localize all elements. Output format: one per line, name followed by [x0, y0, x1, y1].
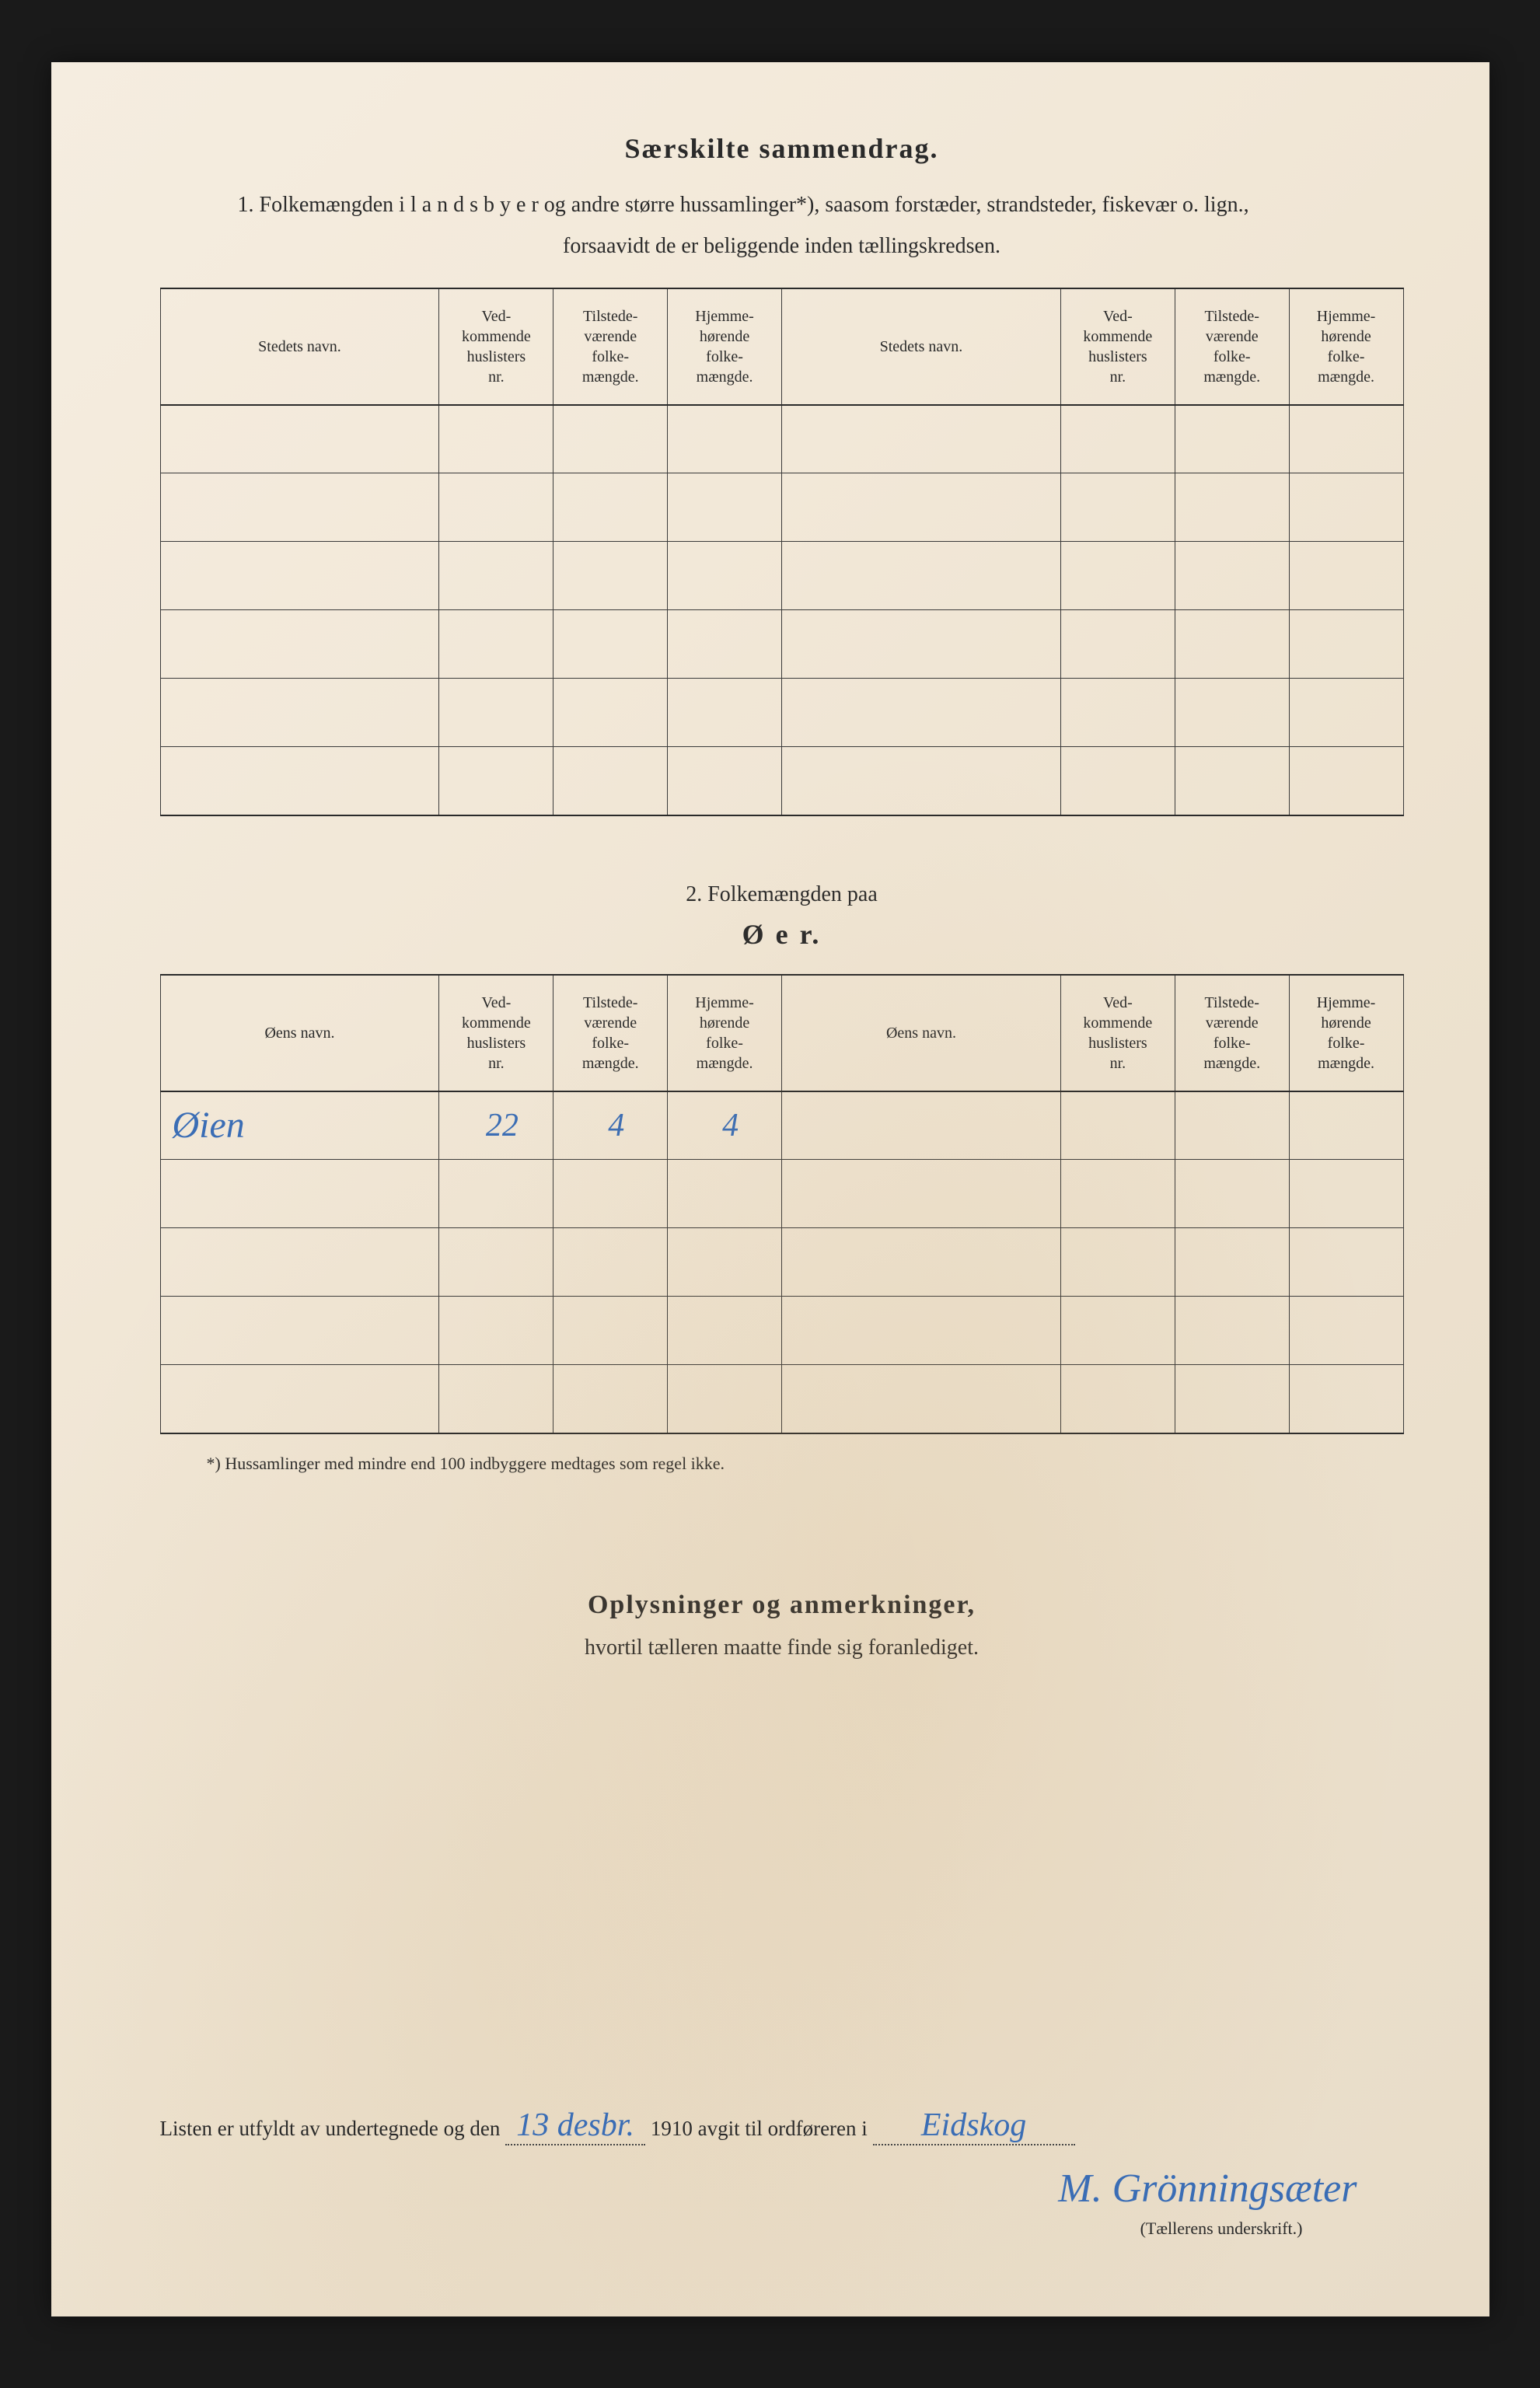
signature-label: (Tællerens underskrift.) [1140, 2219, 1303, 2239]
th-oens-navn-2: Øens navn. [781, 975, 1060, 1091]
document-page: Særskilte sammendrag. 1. Folkemængden i … [51, 62, 1489, 2316]
hw-nr: 22 [486, 1108, 519, 1143]
section3-title: Oplysninger og anmerkninger, [160, 1590, 1404, 1620]
section2: 2. Folkemængden paa Ø e r. Øens navn. Ve… [160, 882, 1404, 1474]
section3-subtitle: hvortil tælleren maatte finde sig foranl… [160, 1636, 1404, 1660]
hw-hjemme: 4 [722, 1108, 739, 1143]
table-section1: Stedets navn. Ved- kommende huslisters n… [160, 288, 1404, 816]
th-hjemme-o1: Hjemme- hørende folke- mængde. [668, 975, 782, 1091]
year: 1910 [651, 2117, 693, 2140]
section3: Oplysninger og anmerkninger, hvortil tæl… [160, 1590, 1404, 1660]
table2-body: Øien 22 4 4 [160, 1091, 1403, 1433]
section2-label: 2. Folkemængden paa [160, 882, 1404, 907]
date-fill: 13 desbr. [505, 2107, 645, 2145]
bottom-prefix: Listen er utfyldt av undertegnede og den [160, 2117, 501, 2140]
th-tilstede-1: Tilstede- værende folke- mængde. [553, 288, 668, 405]
table1-body [160, 405, 1403, 815]
data-row: Øien 22 4 4 [160, 1091, 1403, 1160]
th-vedkommende-1: Ved- kommende huslisters nr. [439, 288, 553, 405]
signature: M. Grönningsæter [1058, 2166, 1357, 2212]
th-tilstede-2: Tilstede- værende folke- mængde. [1175, 288, 1289, 405]
th-tilstede-o2: Tilstede- værende folke- mængde. [1175, 975, 1289, 1091]
hw-tilstede: 4 [608, 1108, 624, 1143]
th-hjemme-1: Hjemme- hørende folke- mængde. [668, 288, 782, 405]
th-hjemme-o2: Hjemme- hørende folke- mængde. [1289, 975, 1403, 1091]
bottom-line: Listen er utfyldt av undertegnede og den… [160, 2107, 1404, 2145]
hw-name: Øien [173, 1105, 245, 1146]
table-section2: Øens navn. Ved- kommende huslisters nr. … [160, 974, 1404, 1434]
th-stedets-navn-2: Stedets navn. [781, 288, 1060, 405]
section1-title: Særskilte sammendrag. [160, 132, 1404, 165]
section2-title: Ø e r. [160, 918, 1404, 951]
bottom-mid: avgit til ordføreren i [698, 2117, 868, 2140]
th-vedkommende-2: Ved- kommende huslisters nr. [1060, 288, 1175, 405]
footnote: *) Hussamlinger med mindre end 100 indby… [160, 1454, 1404, 1474]
th-vedkommende-o2: Ved- kommende huslisters nr. [1060, 975, 1175, 1091]
th-hjemme-2: Hjemme- hørende folke- mængde. [1289, 288, 1403, 405]
place-fill: Eidskog [873, 2107, 1075, 2145]
th-vedkommende-o1: Ved- kommende huslisters nr. [439, 975, 553, 1091]
section1-subtitle-1: 1. Folkemængden i l a n d s b y e r og a… [160, 188, 1404, 223]
th-stedets-navn-1: Stedets navn. [160, 288, 439, 405]
th-oens-navn-1: Øens navn. [160, 975, 439, 1091]
th-tilstede-o1: Tilstede- værende folke- mængde. [553, 975, 668, 1091]
section1-subtitle-2: forsaavidt de er beliggende inden tællin… [160, 229, 1404, 264]
